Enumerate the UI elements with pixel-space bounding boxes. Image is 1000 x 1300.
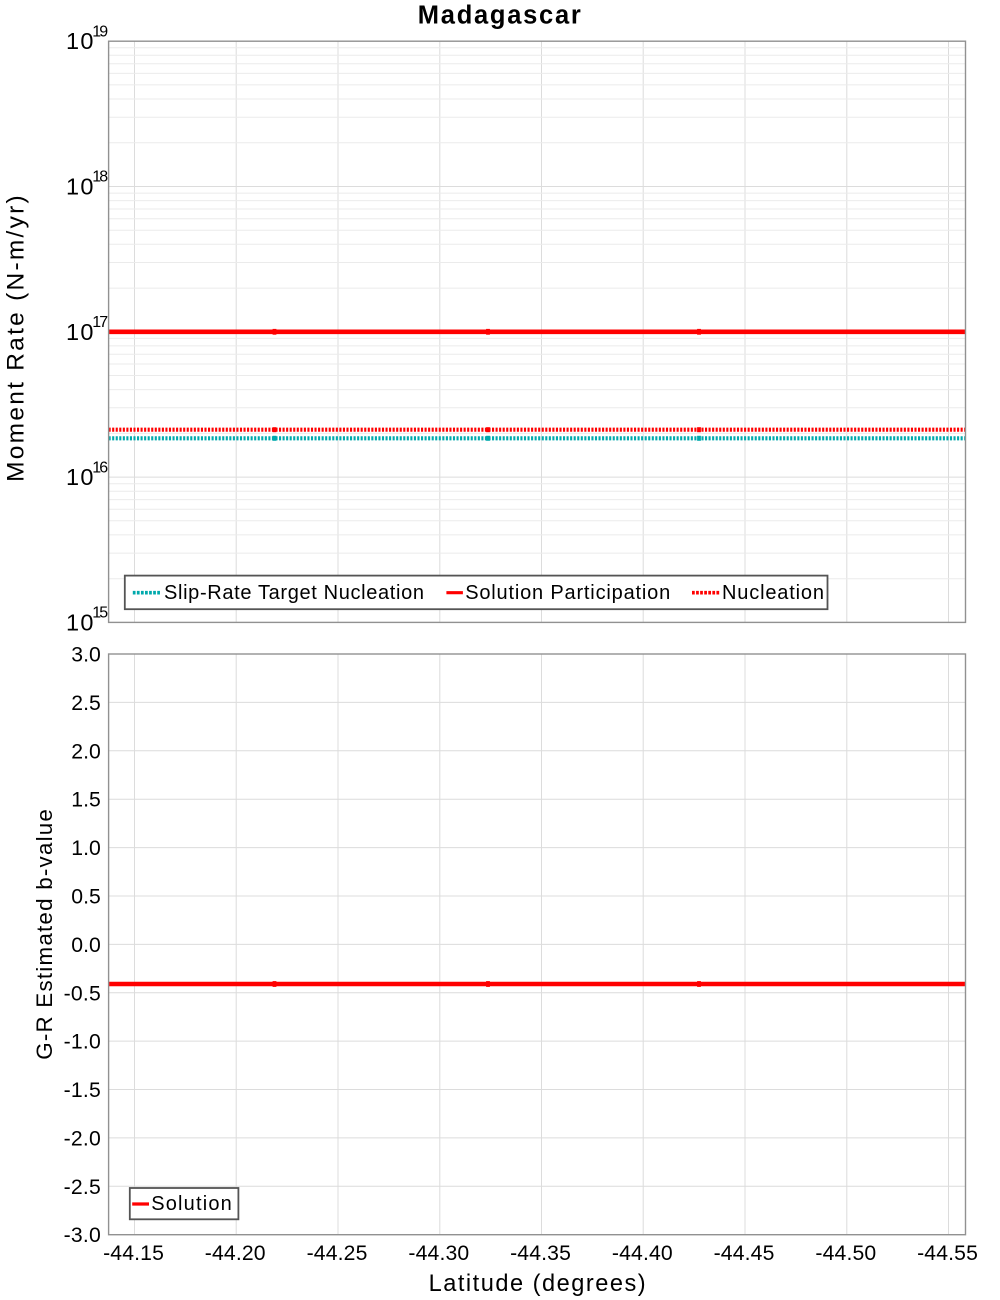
svg-text:19: 19 [92, 23, 108, 40]
svg-text:Nucleation: Nucleation [722, 582, 824, 604]
svg-text:Solution Participation: Solution Participation [465, 582, 670, 604]
svg-text:-44.15: -44.15 [103, 1242, 164, 1265]
svg-text:10: 10 [66, 28, 94, 54]
svg-text:-1.0: -1.0 [64, 1031, 101, 1054]
svg-text:-44.45: -44.45 [714, 1242, 775, 1265]
svg-text:Moment Rate (N-m/yr): Moment Rate (N-m/yr) [3, 195, 30, 482]
svg-text:2.0: 2.0 [71, 740, 101, 763]
svg-text:17: 17 [92, 314, 108, 331]
svg-text:10: 10 [66, 609, 94, 635]
svg-text:Solution: Solution [151, 1193, 232, 1215]
svg-text:Madagascar: Madagascar [418, 2, 581, 30]
svg-text:-3.0: -3.0 [64, 1224, 101, 1247]
svg-text:-1.5: -1.5 [64, 1079, 101, 1102]
svg-text:-44.25: -44.25 [307, 1242, 368, 1265]
svg-text:15: 15 [92, 605, 108, 622]
svg-text:Latitude (degrees): Latitude (degrees) [429, 1271, 646, 1297]
svg-text:-44.30: -44.30 [408, 1242, 469, 1265]
svg-text:1.5: 1.5 [71, 789, 101, 812]
svg-text:-0.5: -0.5 [64, 982, 101, 1005]
svg-text:-2.5: -2.5 [64, 1176, 101, 1199]
svg-text:-44.50: -44.50 [815, 1242, 876, 1265]
svg-text:18: 18 [92, 169, 108, 186]
svg-text:10: 10 [66, 464, 94, 490]
svg-text:-44.35: -44.35 [510, 1242, 571, 1265]
svg-text:Slip-Rate Target Nucleation: Slip-Rate Target Nucleation [164, 582, 424, 604]
svg-text:10: 10 [66, 174, 94, 200]
svg-text:3.0: 3.0 [71, 644, 101, 667]
svg-text:1.0: 1.0 [71, 837, 101, 860]
svg-text:0.5: 0.5 [71, 886, 101, 909]
svg-text:16: 16 [92, 459, 108, 476]
svg-text:-44.40: -44.40 [612, 1242, 673, 1265]
svg-text:-2.0: -2.0 [64, 1128, 101, 1151]
svg-text:G-R Estimated b-value: G-R Estimated b-value [32, 809, 57, 1060]
svg-text:10: 10 [66, 319, 94, 345]
svg-text:2.5: 2.5 [71, 692, 101, 715]
svg-text:-44.20: -44.20 [205, 1242, 266, 1265]
svg-text:-44.55: -44.55 [917, 1242, 978, 1265]
svg-text:0.0: 0.0 [71, 934, 101, 957]
